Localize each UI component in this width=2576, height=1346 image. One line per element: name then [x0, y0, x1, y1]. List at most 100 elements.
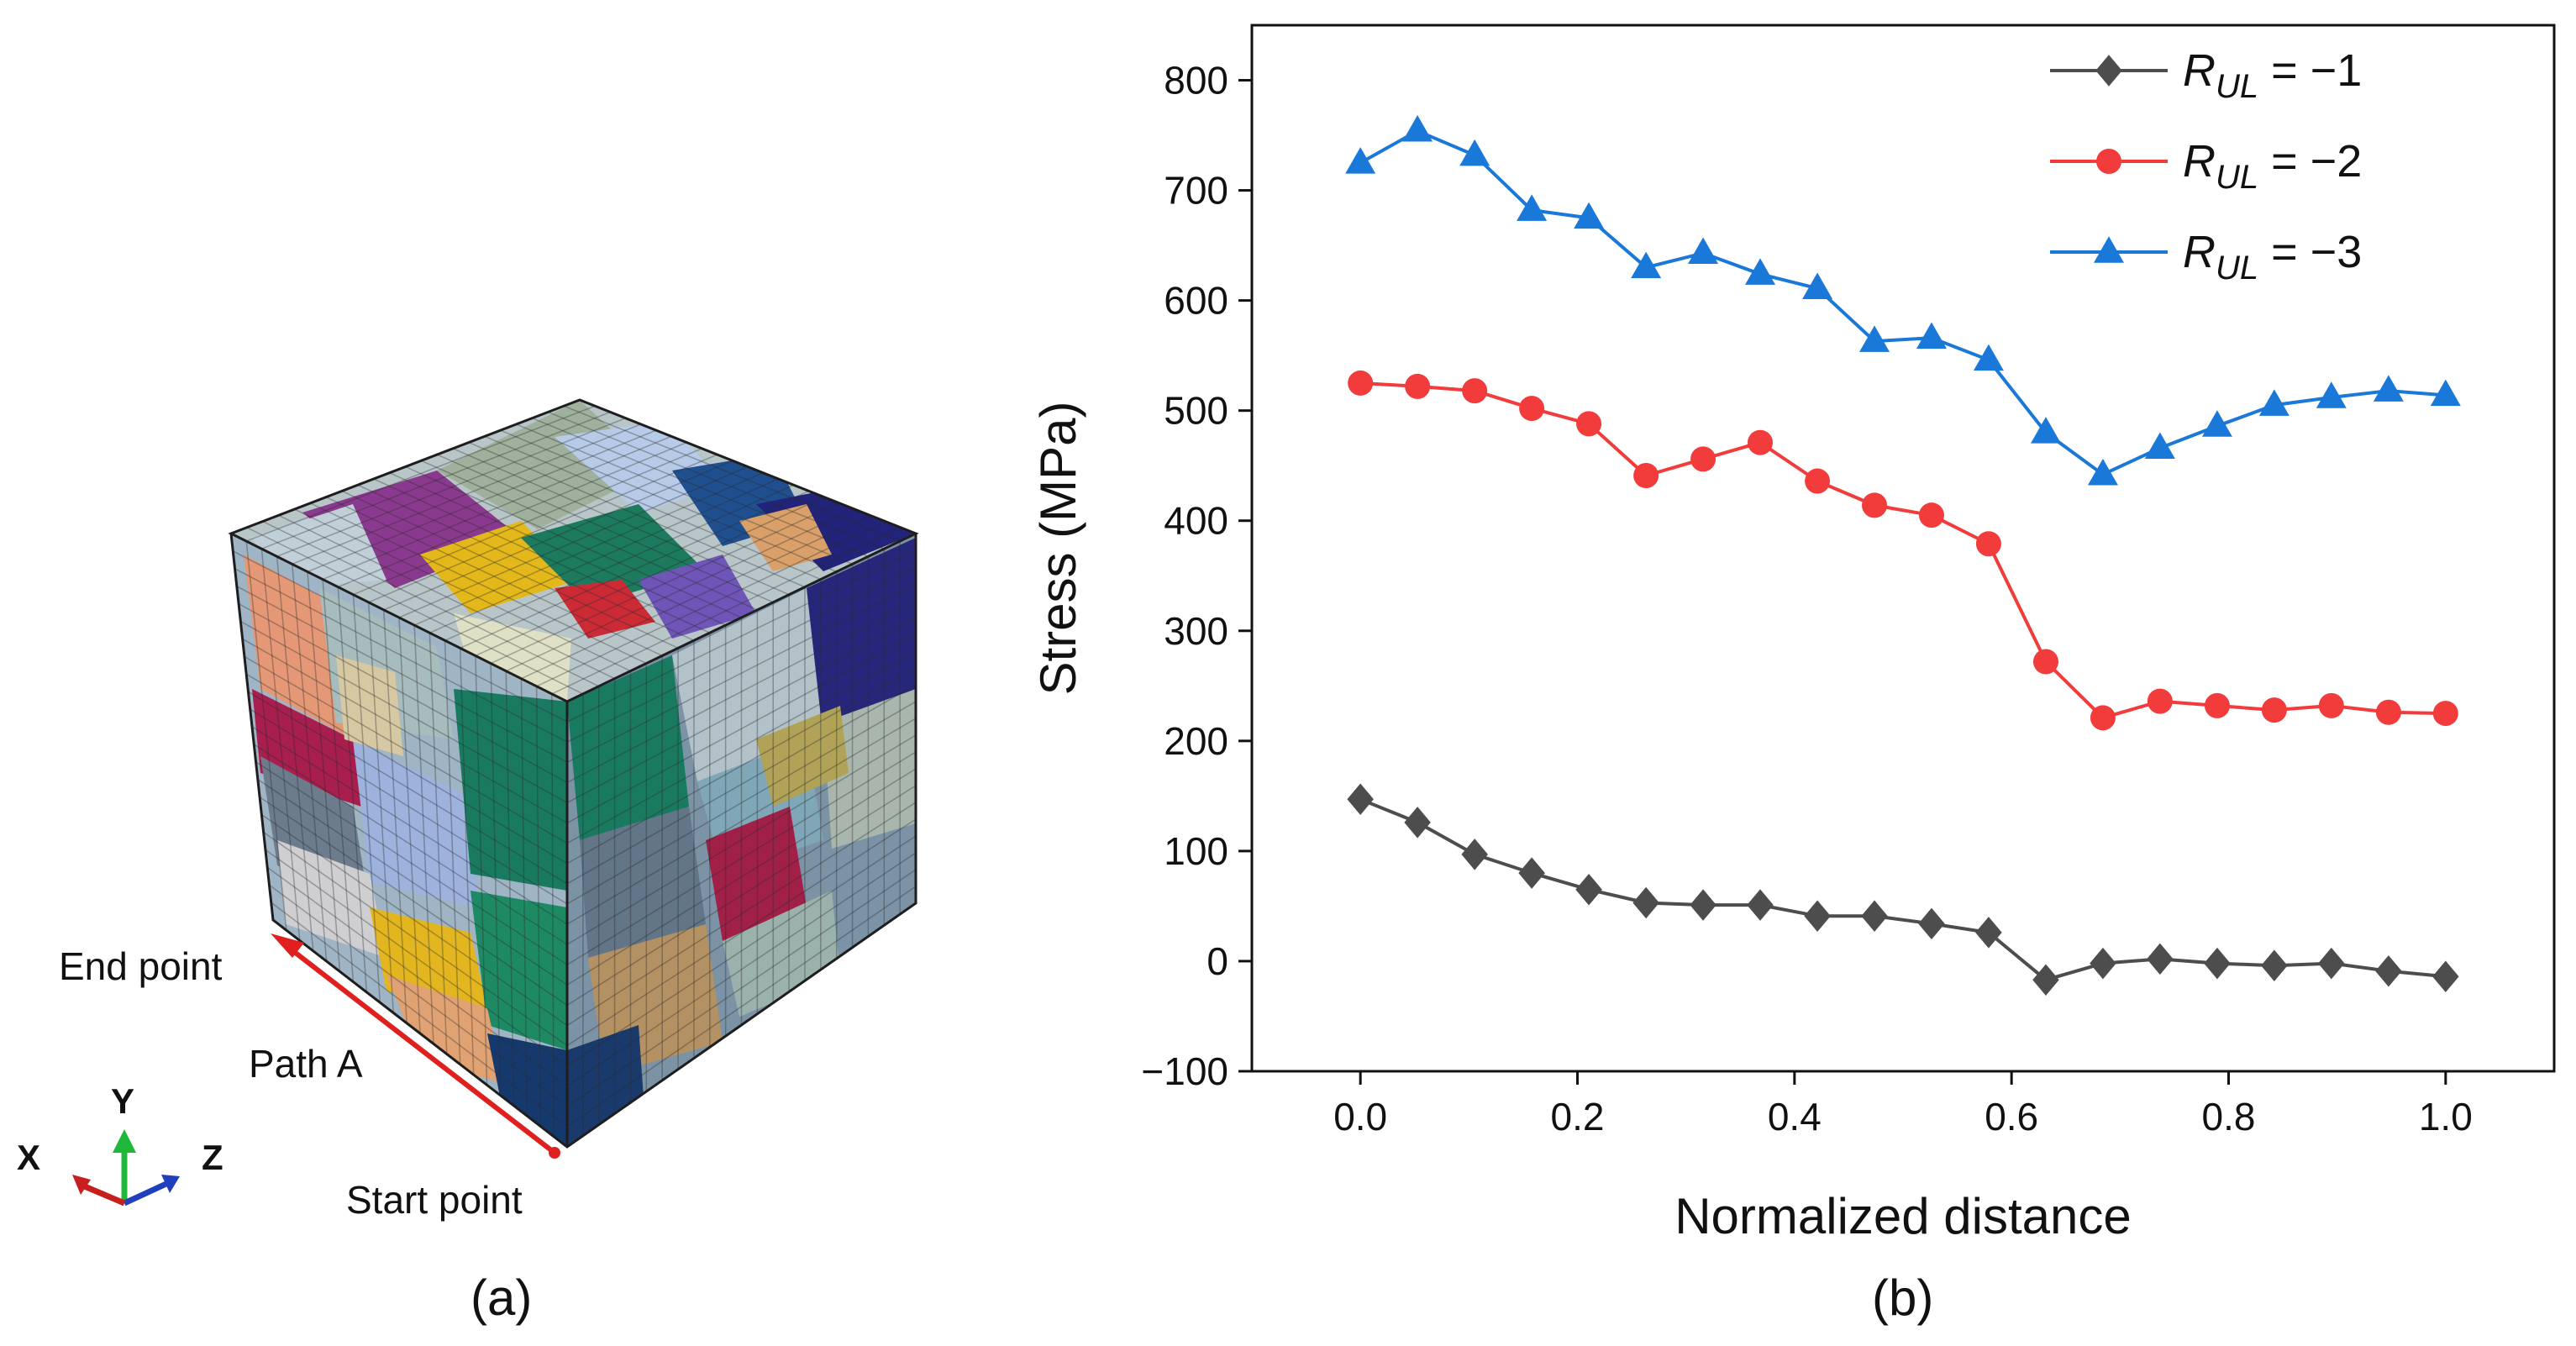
y-tick-label: 0	[1207, 939, 1228, 983]
data-point	[1747, 889, 1774, 921]
axis-z-label: Z	[202, 1138, 223, 1177]
data-point	[2204, 692, 2230, 718]
data-point	[1631, 251, 1662, 279]
legend-label-value: = −3	[2258, 227, 2362, 277]
data-point	[1861, 900, 1888, 932]
cube-left-face	[231, 534, 567, 1147]
y-tick-label: 100	[1164, 829, 1228, 873]
end-point-label: End point	[59, 944, 223, 988]
data-point	[1576, 411, 1602, 437]
panel-a-cube-illustration: End point Path A Start point Y X Z (a)	[17, 398, 919, 1326]
legend-label-main: R	[2183, 227, 2216, 277]
panel-b-chart: 0.0 0.2 0.4 0.6 0.8 1.0 −100 0 100 200 300 400 500 6…	[1030, 24, 2556, 1326]
legend-marker	[2094, 236, 2124, 263]
data-point	[1918, 502, 1944, 528]
data-point	[1632, 886, 1659, 919]
y-axis-ticks: −100 0 100 200 300 400 500 600 700 800	[1141, 59, 1252, 1093]
data-point	[1347, 783, 1374, 816]
data-point	[2432, 701, 2458, 727]
x-tick-label: 0.0	[1333, 1095, 1387, 1138]
x-axis-title: Normalized distance	[1674, 1188, 2132, 1244]
legend-label-main: R	[2183, 136, 2216, 187]
x-tick-label: 1.0	[2419, 1095, 2473, 1138]
x-tick-label: 0.4	[1768, 1095, 1822, 1138]
y-tick-label: 300	[1164, 609, 1228, 653]
data-point	[1345, 147, 1376, 174]
cube-right-face	[567, 534, 916, 1147]
legend-marker	[2096, 149, 2121, 174]
data-point	[2375, 699, 2401, 725]
y-axis-title: Stress (MPa)	[1030, 401, 1086, 695]
data-point	[1633, 463, 1659, 489]
y-tick-label: 400	[1164, 499, 1228, 543]
plot-frame	[1250, 24, 2556, 1073]
data-point	[1459, 139, 1490, 166]
y-tick-label: 200	[1164, 719, 1228, 763]
series-layer	[1345, 115, 2461, 996]
data-point	[2318, 947, 2345, 980]
axis-x-label: X	[17, 1138, 40, 1177]
data-point	[2432, 960, 2459, 993]
legend-label-subscript: UL	[2216, 159, 2258, 196]
data-point	[1862, 492, 1888, 518]
data-point	[2261, 697, 2287, 723]
series-line	[1360, 381, 2446, 720]
data-point	[1805, 468, 1831, 494]
legend-item: RUL = −3	[2050, 227, 2362, 287]
legend-label: RUL = −1	[2183, 45, 2362, 105]
panel-a-label: (a)	[471, 1270, 532, 1326]
data-point	[2204, 947, 2231, 980]
legend-label-subscript: UL	[2216, 68, 2258, 105]
data-point	[2030, 417, 2061, 444]
legend-item: RUL = −1	[2050, 45, 2362, 105]
data-point	[2261, 949, 2288, 981]
x-axis-arrow-icon	[72, 1175, 91, 1195]
data-point	[2147, 688, 2173, 714]
x-tick-label: 0.8	[2202, 1095, 2256, 1138]
series-1	[1347, 783, 2459, 996]
data-point	[1462, 378, 1488, 404]
cube-mesh-grid	[232, 405, 917, 1137]
y-tick-label: 500	[1164, 389, 1228, 433]
data-point	[1802, 272, 1833, 299]
cube-top-face	[231, 400, 916, 702]
y-tick-label: −100	[1141, 1049, 1228, 1093]
data-point	[2087, 458, 2118, 486]
path-a-arrow	[271, 933, 560, 1159]
data-point	[1518, 857, 1545, 889]
data-point	[1519, 396, 1545, 422]
data-point	[1405, 373, 1431, 399]
data-point	[2090, 947, 2116, 980]
data-point	[1916, 322, 1947, 349]
data-point	[1348, 370, 1374, 396]
legend-label: RUL = −2	[2183, 136, 2362, 196]
start-point-label: Start point	[346, 1178, 523, 1222]
data-point	[2430, 379, 2461, 407]
data-point	[2032, 964, 2059, 996]
data-point	[2201, 410, 2232, 437]
y-tick-label: 800	[1164, 59, 1228, 103]
data-point	[1690, 446, 1716, 472]
data-point	[1975, 531, 2001, 557]
data-point	[2316, 381, 2347, 408]
y-axis-arrow-icon	[113, 1129, 136, 1153]
series-3	[1345, 115, 2461, 486]
x-axis-ticks: 0.0 0.2 0.4 0.6 0.8 1.0	[1333, 1071, 2473, 1138]
data-point	[1918, 907, 1945, 940]
data-point	[2373, 375, 2404, 402]
data-point	[2147, 943, 2174, 975]
data-point	[1690, 889, 1716, 921]
data-point	[2258, 389, 2289, 416]
data-point	[1804, 900, 1831, 932]
data-point	[2032, 649, 2058, 675]
legend-label: RUL = −3	[2183, 227, 2362, 287]
data-point	[1748, 429, 1774, 455]
data-point	[1688, 237, 1719, 265]
legend-label-main: R	[2183, 45, 2216, 96]
cube-edges	[228, 398, 919, 1149]
data-point	[1461, 839, 1488, 870]
data-point	[1574, 202, 1605, 229]
y-tick-label: 600	[1164, 279, 1228, 323]
series-2	[1348, 370, 2458, 731]
